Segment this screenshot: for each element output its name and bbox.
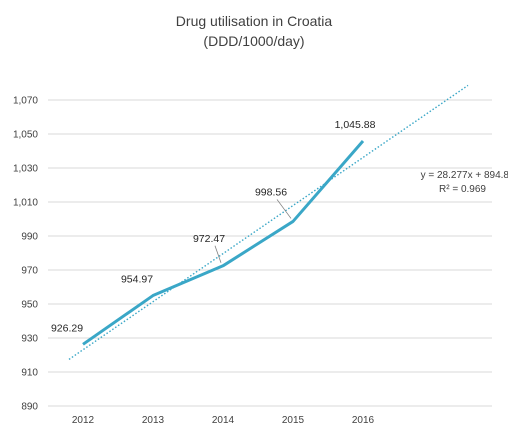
x-axis-ticks: 2012 2013 2014 2015 2016 [72,415,375,426]
data-label: 972.47 [193,233,225,245]
series-group [82,140,365,346]
y-axis-ticks: 890 910 930 950 970 990 1,010 1,030 1,050 1,070 [13,96,38,413]
x-tick-label: 2013 [142,415,165,426]
y-tick-label: 890 [21,402,38,413]
x-tick-label: 2014 [212,415,235,426]
y-tick-label: 1,050 [13,130,38,141]
x-tick-label: 2015 [282,415,305,426]
y-tick-label: 930 [21,334,38,345]
x-tick-label: 2012 [72,415,95,426]
chart-subtitle: (DDD/1000/day) [203,33,304,49]
trendline [68,84,469,360]
trendline-equation: y = 28.277x + 894.8 [421,170,508,181]
data-labels-group: 926.29 954.97 972.47 998.56 1,045.88 [51,119,376,334]
leader-line [214,245,222,263]
chart-title: Drug utilisation in Croatia [176,13,333,29]
y-tick-label: 990 [21,232,38,243]
leader-line [276,199,292,219]
y-tick-label: 1,070 [13,96,38,107]
trendline-annotation: y = 28.277x + 894.8 R² = 0.969 [421,170,508,195]
data-label: 926.29 [51,322,83,334]
data-label: 998.56 [255,186,287,198]
trendline-r-squared: R² = 0.969 [439,184,486,195]
y-tick-label: 1,010 [13,198,38,209]
y-tick-label: 950 [21,300,38,311]
data-label: 1,045.88 [335,119,376,131]
trendline-group [68,84,469,360]
y-tick-label: 910 [21,368,38,379]
y-tick-label: 970 [21,266,38,277]
data-label: 954.97 [121,274,153,286]
x-tick-label: 2016 [352,415,375,426]
gridlines [48,99,492,407]
y-tick-label: 1,030 [13,164,38,175]
